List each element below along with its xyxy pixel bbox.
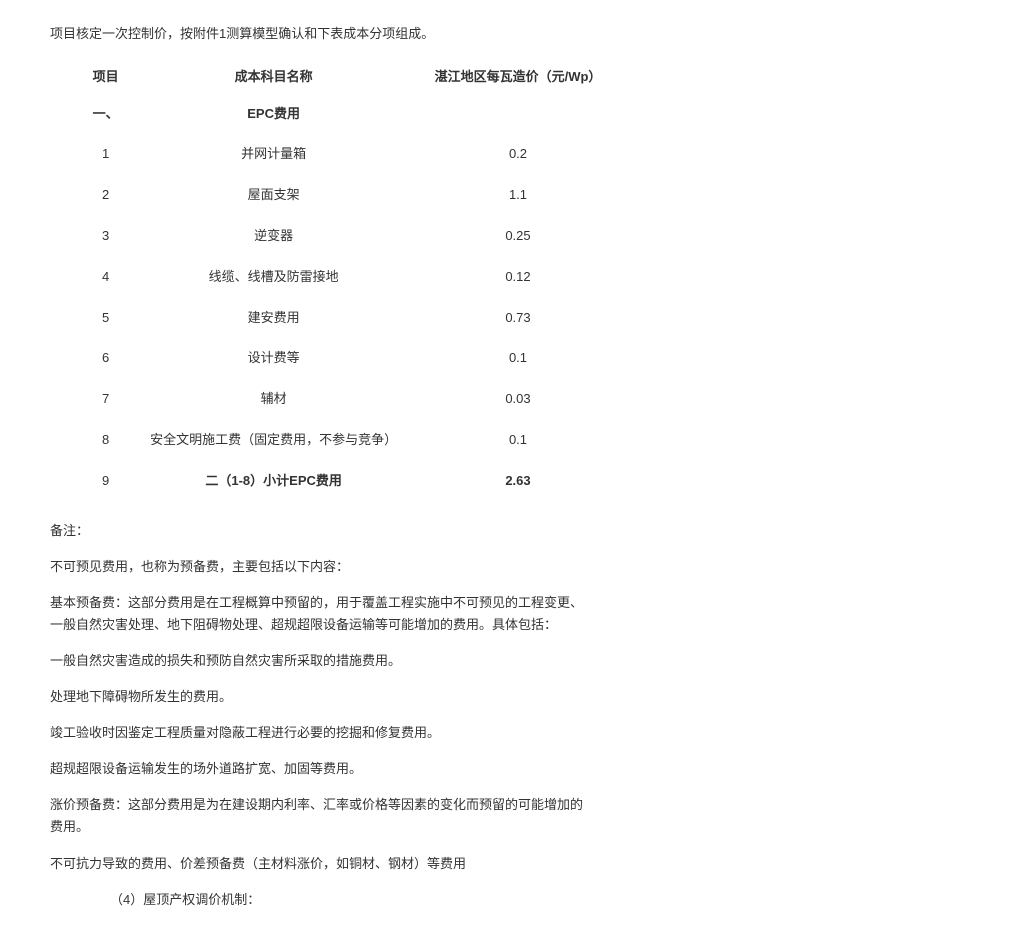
note-paragraph: 不可预见费用，也称为预备费，主要包括以下内容： [50, 556, 590, 578]
cell-price: 1.1 [406, 175, 630, 216]
cell-name: 逆变器 [141, 216, 406, 257]
section-price [406, 94, 630, 135]
cell-item: 6 [70, 338, 141, 379]
table-row: 3 逆变器 0.25 [70, 216, 630, 257]
section-name: EPC费用 [141, 94, 406, 135]
cell-price: 0.73 [406, 298, 630, 339]
section-header-row: 一、 EPC费用 [70, 94, 630, 135]
header-item: 项目 [70, 61, 141, 94]
cell-name: 安全文明施工费（固定费用，不参与竞争） [141, 420, 406, 461]
cost-table: 项目 成本科目名称 湛江地区每瓦造价（元/Wp） 一、 EPC费用 1 并网计量… [70, 61, 630, 502]
notes-section: 备注： 不可预见费用，也称为预备费，主要包括以下内容： 基本预备费：这部分费用是… [50, 520, 590, 911]
cell-item: 8 [70, 420, 141, 461]
table-row: 1 并网计量箱 0.2 [70, 134, 630, 175]
cell-price: 0.1 [406, 338, 630, 379]
subtotal-item: 9 [70, 461, 141, 502]
table-row: 7 辅材 0.03 [70, 379, 630, 420]
cell-name: 建安费用 [141, 298, 406, 339]
cell-price: 0.25 [406, 216, 630, 257]
cell-name: 辅材 [141, 379, 406, 420]
subtotal-row: 9 二（1-8）小计EPC费用 2.63 [70, 461, 630, 502]
cell-price: 0.1 [406, 420, 630, 461]
section-item: 一、 [70, 94, 141, 135]
intro-text: 项目核定一次控制价，按附件1测算模型确认和下表成本分项组成。 [50, 24, 984, 45]
table-header-row: 项目 成本科目名称 湛江地区每瓦造价（元/Wp） [70, 61, 630, 94]
table-row: 6 设计费等 0.1 [70, 338, 630, 379]
cell-name: 屋面支架 [141, 175, 406, 216]
table-row: 5 建安费用 0.73 [70, 298, 630, 339]
cell-name: 线缆、线槽及防雷接地 [141, 257, 406, 298]
note-paragraph: 一般自然灾害造成的损失和预防自然灾害所采取的措施费用。 [50, 650, 590, 672]
cell-name: 并网计量箱 [141, 134, 406, 175]
note-paragraph: 超规超限设备运输发生的场外道路扩宽、加固等费用。 [50, 758, 590, 780]
cell-price: 0.2 [406, 134, 630, 175]
cell-item: 1 [70, 134, 141, 175]
cell-name: 设计费等 [141, 338, 406, 379]
cell-price: 0.03 [406, 379, 630, 420]
cell-item: 7 [70, 379, 141, 420]
cell-item: 2 [70, 175, 141, 216]
section-heading: （4）屋顶产权调价机制： [110, 889, 590, 911]
subtotal-price: 2.63 [406, 461, 630, 502]
note-paragraph: 竣工验收时因鉴定工程质量对隐蔽工程进行必要的挖掘和修复费用。 [50, 722, 590, 744]
note-paragraph: 备注： [50, 520, 590, 542]
note-paragraph: 处理地下障碍物所发生的费用。 [50, 686, 590, 708]
table-row: 4 线缆、线槽及防雷接地 0.12 [70, 257, 630, 298]
cell-item: 5 [70, 298, 141, 339]
note-paragraph: 不可抗力导致的费用、价差预备费（主材料涨价，如铜材、钢材）等费用 [50, 853, 590, 875]
header-price: 湛江地区每瓦造价（元/Wp） [406, 61, 630, 94]
table-row: 2 屋面支架 1.1 [70, 175, 630, 216]
cell-item: 4 [70, 257, 141, 298]
table-row: 8 安全文明施工费（固定费用，不参与竞争） 0.1 [70, 420, 630, 461]
cell-item: 3 [70, 216, 141, 257]
cell-price: 0.12 [406, 257, 630, 298]
header-name: 成本科目名称 [141, 61, 406, 94]
note-paragraph: 基本预备费：这部分费用是在工程概算中预留的，用于覆盖工程实施中不可预见的工程变更… [50, 592, 590, 636]
subtotal-name: 二（1-8）小计EPC费用 [141, 461, 406, 502]
